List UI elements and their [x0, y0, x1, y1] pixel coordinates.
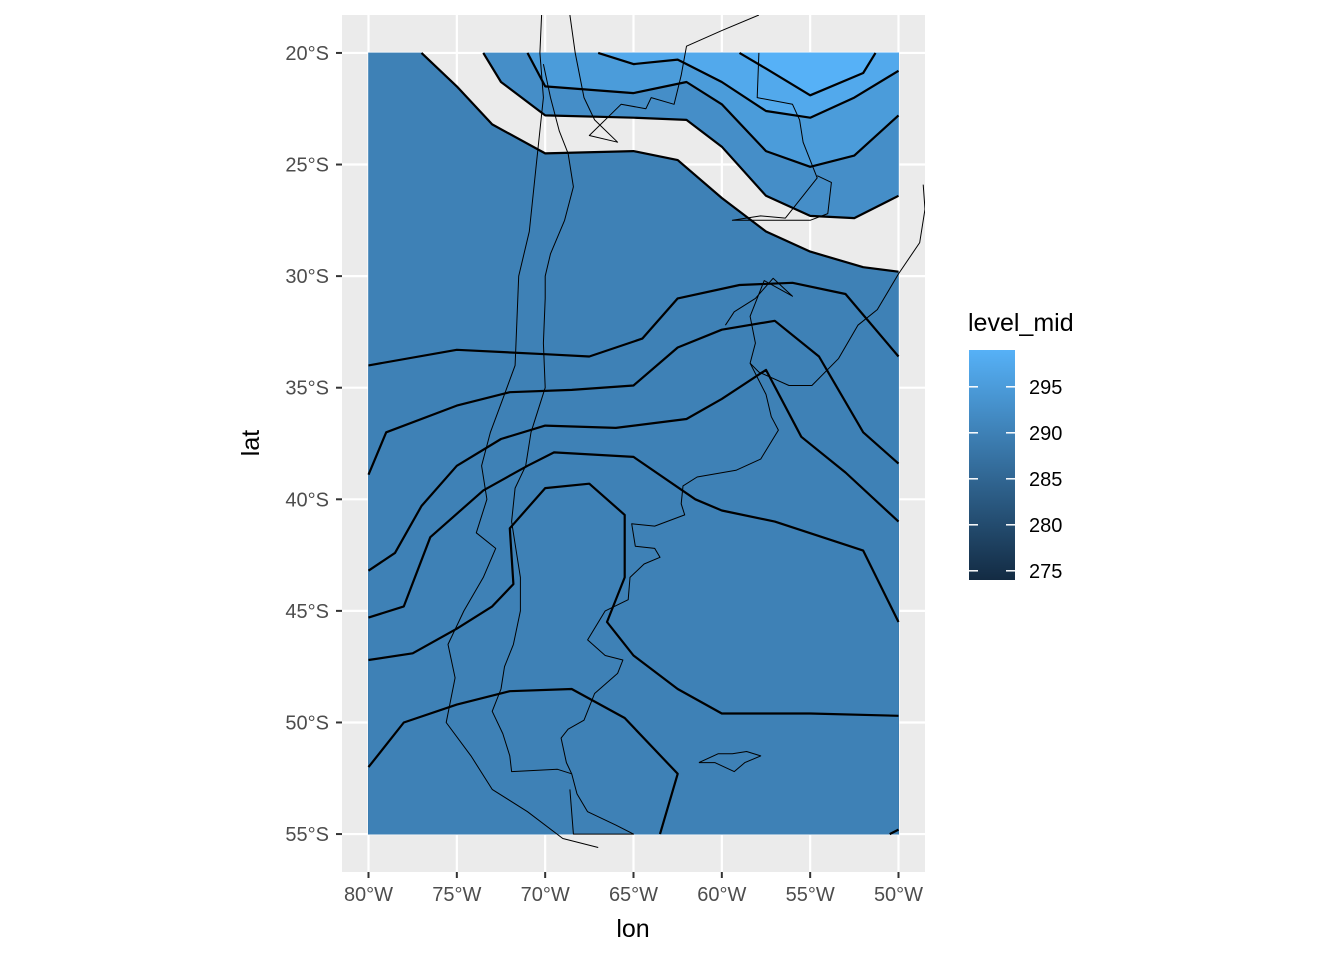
axes: 80°W 75°W 70°W 65°W 60°W 55°W 50°W 20°S 25°S 30°S…: [285, 43, 923, 906]
x-tick-label: 70°W: [521, 884, 570, 906]
coastlines: [445, 15, 925, 848]
contour-line: [738, 51, 877, 97]
x-tick-label: 75°W: [432, 884, 481, 906]
contour-line: [526, 52, 900, 168]
legend-tick-label: 295: [1029, 377, 1062, 399]
x-tick-label: 55°W: [786, 884, 835, 906]
contour-line: [368, 281, 900, 367]
contour-line: [367, 687, 679, 835]
x-tick-label: 65°W: [609, 884, 658, 906]
contour-line: [367, 319, 900, 476]
contour-line: [482, 52, 899, 220]
y-tick-label: 50°S: [285, 712, 329, 734]
y-tick-label: 20°S: [285, 43, 329, 65]
x-tick-label: 80°W: [344, 884, 393, 906]
contour-line: [367, 368, 900, 572]
legend-tick-label: 275: [1029, 561, 1062, 583]
coastline: [698, 751, 762, 773]
y-axis-title: lat: [237, 430, 265, 456]
contour-line: [368, 482, 899, 717]
legend-colorbar: [969, 350, 1015, 580]
y-tick-label: 40°S: [285, 489, 329, 511]
y-tick-label: 30°S: [285, 266, 329, 288]
legend-ticks: 275 280 285 290 295: [969, 377, 1062, 583]
y-tick-label: 25°S: [285, 155, 329, 177]
legend-tick-label: 280: [1029, 515, 1062, 537]
contour-line: [420, 52, 899, 273]
contour-line: [597, 51, 900, 119]
coastline: [445, 15, 599, 848]
coastline: [724, 277, 839, 386]
coastline: [560, 362, 779, 775]
x-axis-title: lon: [616, 915, 649, 943]
y-tick-label: 55°S: [285, 824, 329, 846]
legend: level_mid 275 280 285 290 295: [968, 309, 1074, 583]
x-tick-label: 60°W: [697, 884, 746, 906]
contour-lines: [367, 51, 900, 836]
coastline: [837, 184, 925, 359]
contour-line: [368, 451, 900, 623]
coastline: [491, 63, 574, 775]
coastline: [569, 15, 760, 143]
coastline: [731, 52, 832, 221]
legend-tick-label: 290: [1029, 423, 1062, 445]
x-tick-label: 50°W: [874, 884, 923, 906]
legend-title: level_mid: [968, 309, 1074, 337]
y-tick-label: 45°S: [285, 601, 329, 623]
coastline: [569, 773, 634, 835]
legend-tick-label: 285: [1029, 469, 1062, 491]
filled-contour-bands: [368, 52, 899, 835]
y-tick-label: 35°S: [285, 378, 329, 400]
contour-line: [889, 828, 900, 836]
